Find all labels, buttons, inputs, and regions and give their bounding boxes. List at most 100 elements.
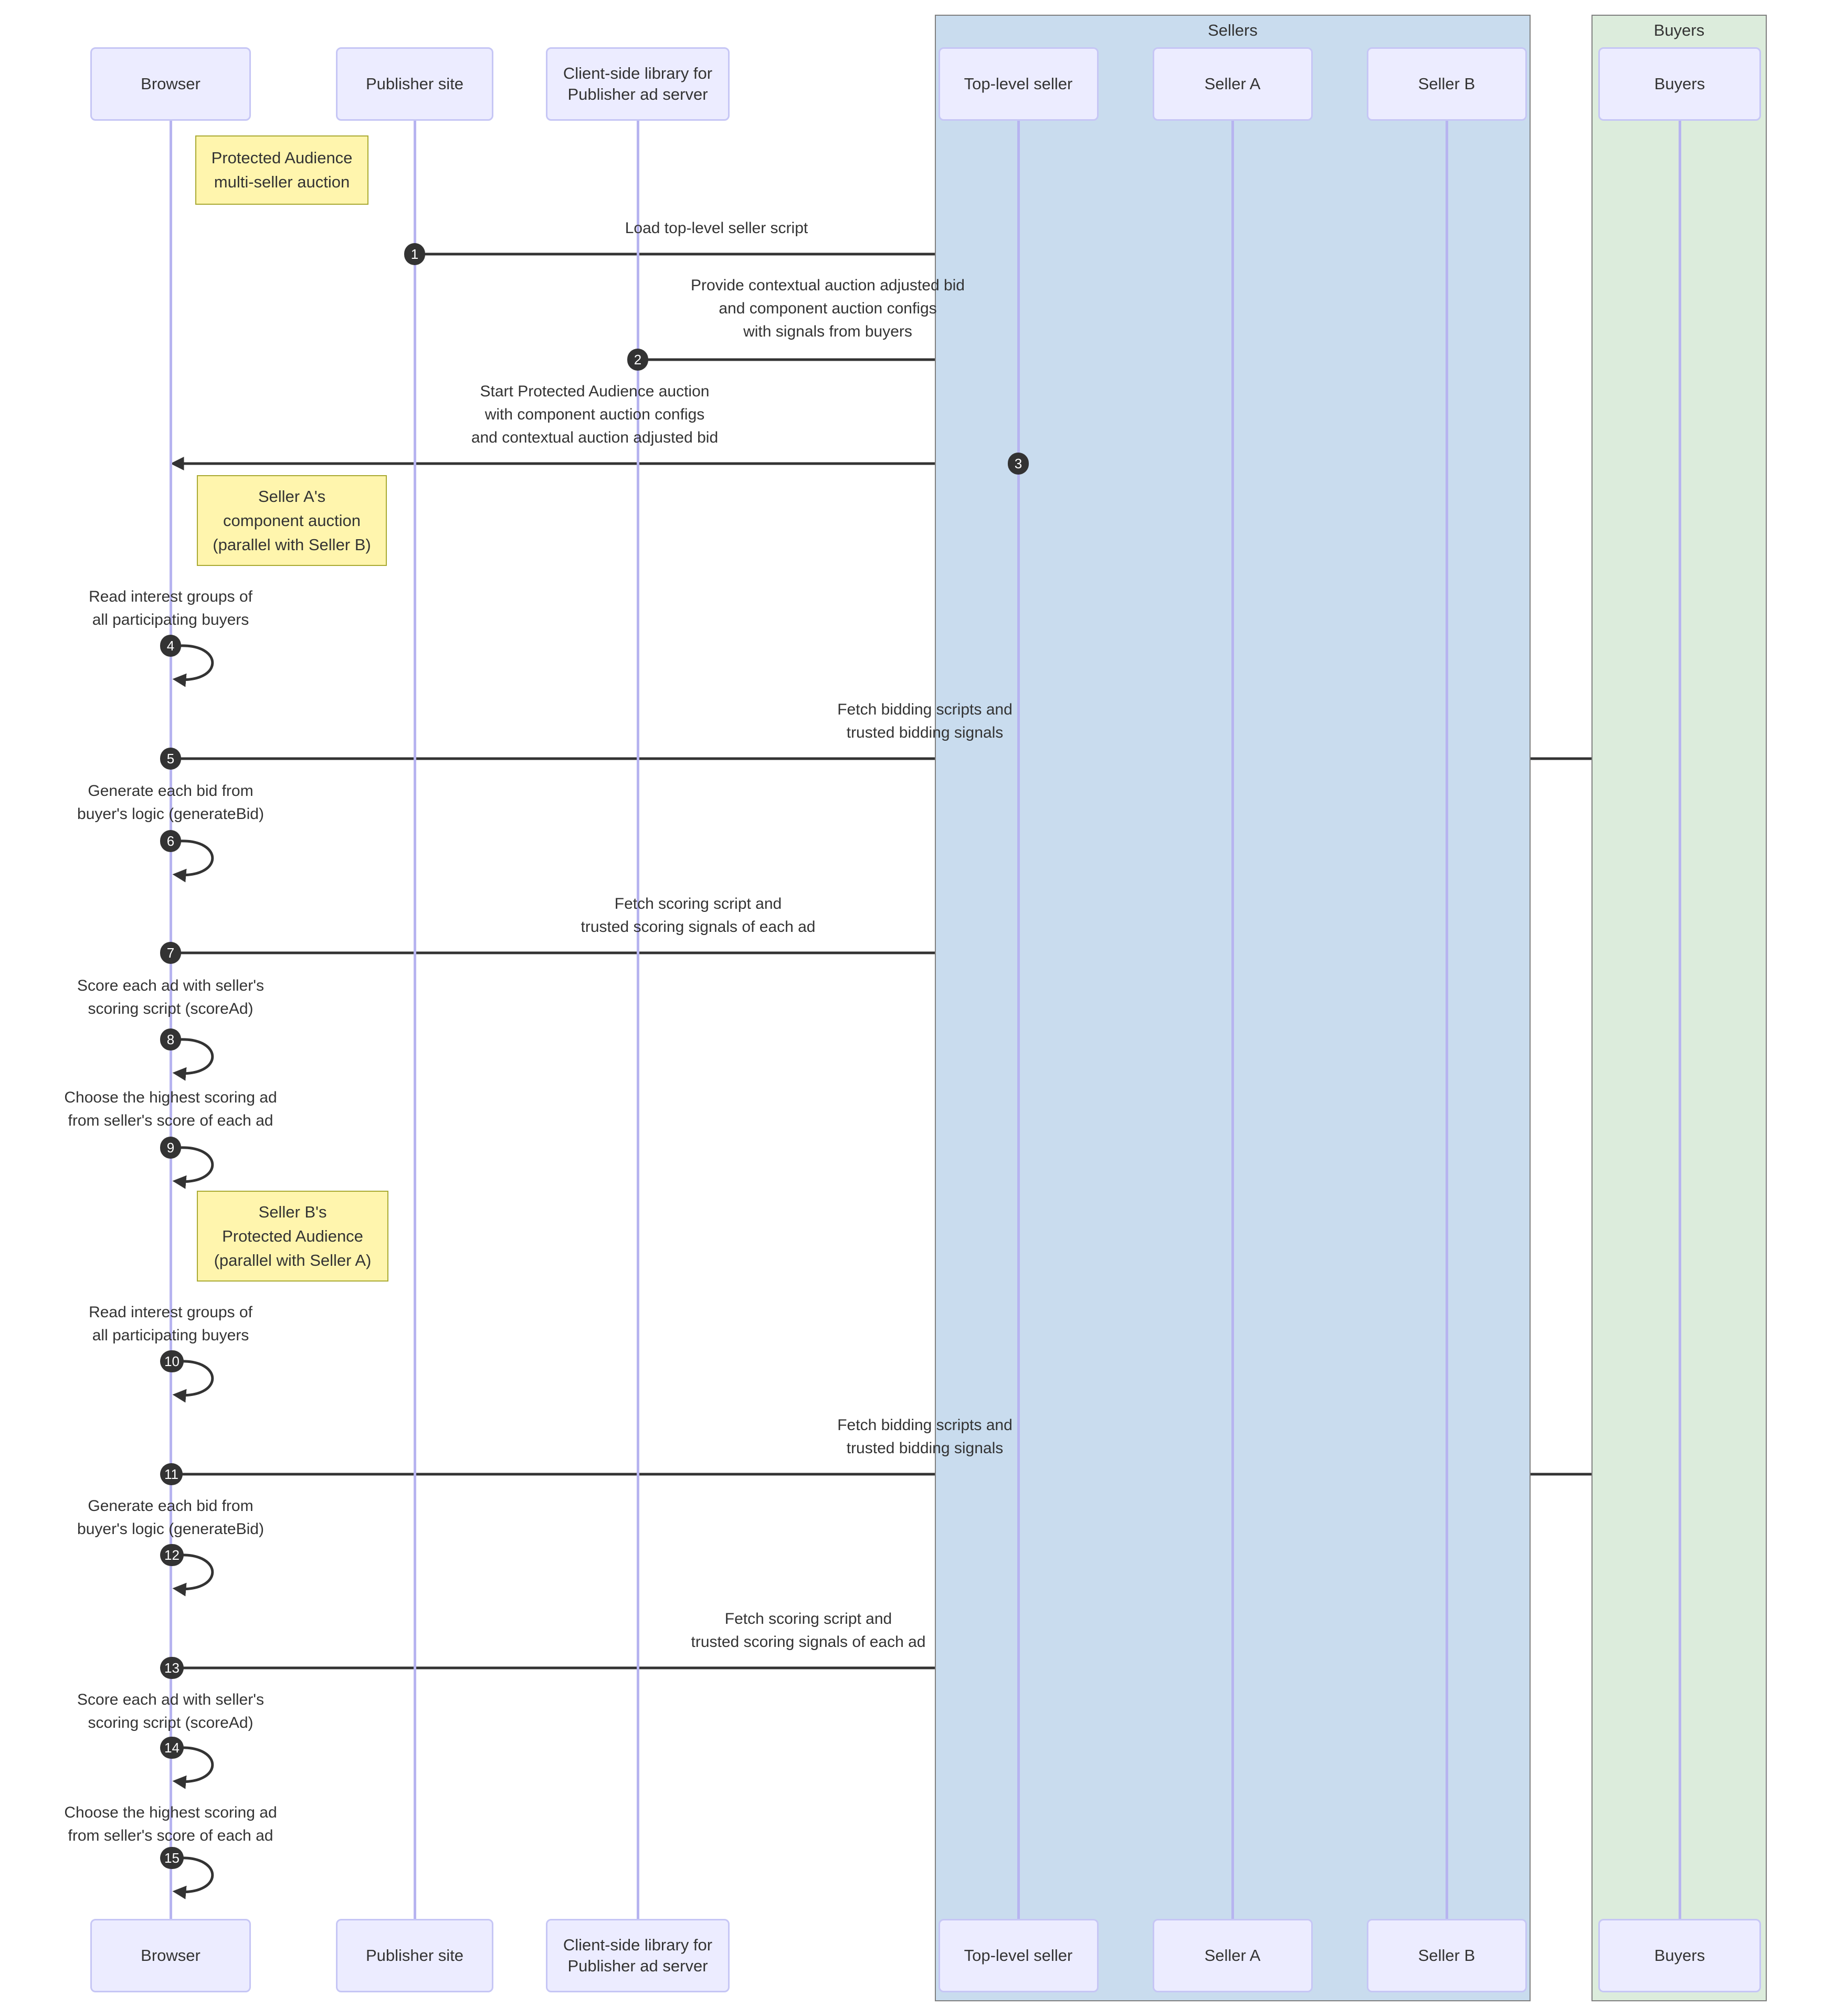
message-line: trusted bidding signals xyxy=(846,724,1004,741)
note-2: Seller A's component auction (parallel wit… xyxy=(197,475,387,566)
lifeline-top-level-seller xyxy=(1017,121,1020,1919)
message-line: Generate each bid from xyxy=(88,782,254,800)
participant-seller-b-bottom: Seller B xyxy=(1366,1919,1527,1992)
message-14-self-arrow xyxy=(172,1746,214,1789)
message-line: Start Protected Audience auction xyxy=(480,383,710,400)
message-line: scoring script (scoreAd) xyxy=(88,1000,254,1017)
message-4-label: Read interest groups of all participating… xyxy=(0,585,391,632)
message-11-number: 11 xyxy=(160,1463,183,1485)
note-line: Protected Audience xyxy=(222,1226,363,1245)
participant-label: Seller A xyxy=(1204,1946,1261,1965)
lifeline-browser xyxy=(169,121,172,1919)
participant-seller-a-top: Seller A xyxy=(1152,47,1313,121)
message-line: Fetch bidding scripts and xyxy=(837,1416,1013,1434)
message-13-number: 13 xyxy=(160,1657,184,1679)
message-line: with signals from buyers xyxy=(743,323,912,340)
participant-label: Browser xyxy=(141,1946,201,1965)
message-line: Read interest groups of xyxy=(89,1304,252,1321)
message-line: buyer's logic (generateBid) xyxy=(77,1520,264,1538)
note-line: component auction xyxy=(223,511,361,530)
message-8-self-arrow xyxy=(172,1038,214,1081)
message-line: scoring script (scoreAd) xyxy=(88,1714,254,1731)
participant-seller-b-top: Seller B xyxy=(1366,47,1527,121)
participant-label: Client-side library for xyxy=(563,64,713,82)
message-line: Fetch scoring script and xyxy=(614,895,782,912)
message-line: Read interest groups of xyxy=(89,588,252,605)
participant-top-level-seller-bottom: Top-level seller xyxy=(938,1919,1099,1992)
lifeline-seller-a xyxy=(1231,121,1234,1919)
message-14-label: Score each ad with seller's scoring scrip… xyxy=(0,1688,391,1735)
participant-browser-bottom: Browser xyxy=(90,1919,251,1992)
message-line: buyer's logic (generateBid) xyxy=(77,805,264,823)
message-10-self-arrow xyxy=(172,1360,214,1403)
message-15-label: Choose the highest scoring ad from seller… xyxy=(0,1801,391,1847)
message-line: Fetch bidding scripts and xyxy=(837,701,1013,718)
note-line: (parallel with Seller A) xyxy=(214,1251,372,1269)
lifeline-publisher-ad-server-lib xyxy=(636,121,639,1919)
participant-publisher-ad-server-lib-top: Client-side library for Publisher ad serv… xyxy=(546,47,730,121)
message-6-label: Generate each bid from buyer's logic (gen… xyxy=(0,780,391,826)
participant-label: Top-level seller xyxy=(964,75,1073,93)
message-12-label: Generate each bid from buyer's logic (gen… xyxy=(0,1495,391,1541)
note-line: Seller A's xyxy=(258,487,326,506)
message-line: trusted scoring signals of each ad xyxy=(691,1633,926,1651)
message-line: all participating buyers xyxy=(92,611,249,628)
message-11-label: Fetch bidding scripts and trusted bidding… xyxy=(704,1414,1145,1460)
participant-buyers-top: Buyers xyxy=(1598,47,1761,121)
message-4-self-arrow xyxy=(172,644,214,687)
message-8-label: Score each ad with seller's scoring scrip… xyxy=(0,974,391,1021)
message-5-number: 5 xyxy=(160,748,181,770)
note-3: Seller B's Protected Audience (parallel wi… xyxy=(197,1191,388,1282)
message-6-number: 6 xyxy=(160,830,181,852)
message-7-label: Fetch scoring script and trusted scoring … xyxy=(478,892,919,939)
participant-label: Browser xyxy=(141,75,201,93)
participant-label: Buyers xyxy=(1654,1946,1705,1965)
participant-label: Publisher site xyxy=(365,75,464,93)
message-7-number: 7 xyxy=(160,942,181,964)
message-line: Provide contextual auction adjusted bid xyxy=(690,277,965,294)
message-line: Load top-level seller script xyxy=(625,219,808,237)
message-9-number: 9 xyxy=(160,1137,181,1159)
participant-publisher-site-bottom: Publisher site xyxy=(336,1919,493,1992)
message-line: Generate each bid from xyxy=(88,1497,254,1515)
message-15-self-arrow xyxy=(172,1856,214,1899)
message-10-number: 10 xyxy=(160,1350,184,1372)
participant-label: Top-level seller xyxy=(964,1946,1073,1965)
participant-label: Seller B xyxy=(1418,75,1475,93)
message-line: trusted scoring signals of each ad xyxy=(581,918,816,936)
participant-label: Seller B xyxy=(1418,1946,1475,1965)
message-line: all participating buyers xyxy=(92,1327,249,1344)
message-line: Fetch scoring script and xyxy=(724,1610,892,1628)
message-line: with component auction configs xyxy=(484,406,705,423)
message-14-number: 14 xyxy=(160,1737,184,1759)
message-3-label: Start Protected Audience auction with com… xyxy=(374,380,815,449)
note-line: (parallel with Seller B) xyxy=(213,535,371,554)
message-line: and contextual auction adjusted bid xyxy=(471,429,719,446)
participant-browser-top: Browser xyxy=(90,47,251,121)
lifeline-publisher-site xyxy=(413,121,416,1919)
note-1: Protected Audience multi-seller auction xyxy=(195,135,368,205)
message-9-label: Choose the highest scoring ad from seller… xyxy=(0,1086,391,1132)
note-line: Seller B's xyxy=(258,1202,327,1221)
participant-label: Publisher site xyxy=(365,1946,464,1965)
lifeline-seller-b xyxy=(1445,121,1448,1919)
message-4-number: 4 xyxy=(160,635,181,657)
participant-label: Client-side library for xyxy=(563,1936,713,1954)
group-label-sellers: Sellers xyxy=(1208,21,1258,39)
message-line: Score each ad with seller's xyxy=(77,977,264,994)
participant-label: Buyers xyxy=(1654,75,1705,93)
message-9-self-arrow xyxy=(172,1146,214,1189)
message-line: from seller's score of each ad xyxy=(68,1827,273,1844)
participant-buyers-bottom: Buyers xyxy=(1598,1919,1761,1992)
message-12-number: 12 xyxy=(160,1544,184,1566)
message-6-self-arrow xyxy=(172,839,214,883)
message-2-label: Provide contextual auction adjusted bid a… xyxy=(607,274,1048,343)
message-1-label: Load top-level seller script xyxy=(496,217,937,240)
message-line: Choose the highest scoring ad xyxy=(64,1804,277,1821)
message-3-number: 3 xyxy=(1008,453,1029,475)
message-12-self-arrow xyxy=(172,1553,214,1597)
lifeline-buyers xyxy=(1678,121,1681,1919)
message-line: trusted bidding signals xyxy=(846,1440,1004,1457)
message-2-number: 2 xyxy=(627,349,648,371)
